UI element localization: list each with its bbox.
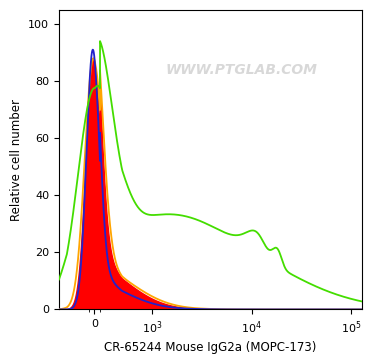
X-axis label: CR-65244 Mouse IgG2a (MOPC-173): CR-65244 Mouse IgG2a (MOPC-173)	[105, 341, 317, 354]
Y-axis label: Relative cell number: Relative cell number	[10, 99, 23, 221]
Text: WWW.PTGLAB.COM: WWW.PTGLAB.COM	[165, 63, 317, 77]
